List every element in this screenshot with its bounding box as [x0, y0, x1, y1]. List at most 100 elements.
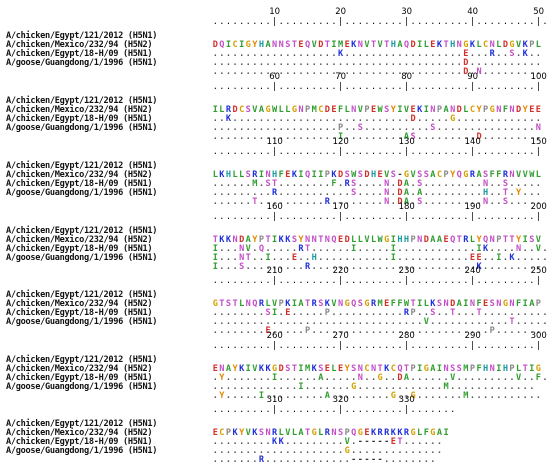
strain-label: A/chicken/Egypt/18-H/09 (H5N1): [6, 114, 153, 124]
position-number: 160: [266, 202, 283, 212]
position-number: 210: [266, 266, 283, 276]
position-number: 300: [530, 331, 547, 341]
sequence-row: A/chicken/Egypt/18-H/09 (H5N1)..........…: [0, 374, 550, 392]
sequence-text: ........SI.E.....P...........RP..S..T...…: [212, 308, 548, 318]
sequence-text: DQICIGYHANNSTEQVDTIMEKNVTVTHAQDILEKTHNGK…: [212, 40, 541, 50]
sequence-text: ....................G..............: [212, 446, 443, 456]
strain-label: A/chicken/Mexico/232/94 (H5N2): [6, 105, 153, 115]
position-number: 330: [398, 395, 415, 405]
strain-label: A/chicken/Mexico/232/94 (H5N2): [6, 364, 153, 374]
position-number: 270: [332, 331, 349, 341]
sequence-row: A/goose/Guangdong/1/1996 (H5N1).........…: [0, 58, 550, 77]
position-number: 50: [533, 7, 545, 17]
strain-label: A/chicken/Egypt/18-H/09 (H5N1): [6, 49, 153, 59]
sequence-text: I...S.........R.........................…: [212, 262, 541, 272]
strain-label: A/chicken/Egypt/18-H/09 (H5N1): [6, 437, 153, 447]
sequence-row: A/chicken/Mexico/232/94 (H5N2) ......M.ST…: [0, 170, 550, 189]
position-number: 170: [332, 202, 349, 212]
position-ticks: 260 270 280 290 300: [212, 331, 547, 341]
sequence-text: ................................V.......…: [212, 317, 550, 327]
position-ticks: 310 320 330: [212, 395, 542, 405]
strain-label: A/chicken/Egypt/121/2012 (H5N1): [6, 31, 158, 41]
sequence-text: ......M.ST........F.RS....N.DA.S........…: [212, 179, 541, 189]
sequence-text: .............I.......G.............M....…: [212, 382, 535, 392]
sequence-text: .Y.....I.........A.........G..G.......M.…: [212, 391, 541, 401]
sequence-row: A/chicken/Egypt/18-H/09 (H5N1) .........R…: [0, 179, 550, 198]
position-number: 220: [332, 266, 349, 276]
sequence-row: A/chicken/Egypt/18-H/09 (H5N1)..........…: [0, 49, 550, 68]
sequence-row: A/chicken/Egypt/18-H/09 (H5N1) I...NT..I.…: [0, 244, 550, 263]
sequence-text: ..K...........................D.....G...…: [212, 114, 541, 124]
strain-label: A/goose/Guangdong/1/1996 (H5N1): [6, 253, 158, 263]
position-number: 180: [398, 202, 415, 212]
position-number: 60: [269, 72, 281, 82]
strain-label: A/chicken/Mexico/232/94 (H5N2): [6, 299, 153, 309]
sequence-row: A/chicken/Egypt/18-H/09 (H5N1)..........…: [0, 437, 550, 456]
alignment-block: 60 70 80 90 100 .........|.........|.........…: [0, 72, 550, 142]
ruler-line: .........|.........|.........|.......: [212, 405, 456, 415]
position-number: 90: [467, 72, 479, 82]
position-number: 190: [464, 202, 481, 212]
sequence-text: ECPKYVKSNRLVLATGLRNSPQGEKRRKKRGLFGAI: [212, 428, 449, 438]
sequence-row: A/goose/Guangdong/1/1996 (H5N1).........…: [0, 123, 550, 142]
position-number: 310: [266, 395, 283, 405]
alignment-block: 260 270 280 290 300 .........|.........|.....…: [0, 331, 550, 401]
sequence-row: A/chicken/Mexico/232/94 (H5N2) ........SI…: [0, 299, 550, 318]
sequence-text: GTSTLNQRLVPKIATRSKVNGQSGRMEFFWTILKSNDAIN…: [212, 299, 541, 309]
ruler-line: .........|.........|.........|.........|…: [212, 17, 550, 27]
sequence-row: A/chicken/Egypt/121/2012 (H5N1) GTSTLNQRL…: [0, 291, 550, 309]
position-number: 320: [332, 395, 349, 405]
ruler-line: .........|.........|.........|.........|…: [212, 341, 541, 351]
strain-label: A/chicken/Egypt/121/2012 (H5N1): [6, 161, 158, 171]
strain-label: A/goose/Guangdong/1/1996 (H5N1): [6, 58, 158, 68]
position-ticks: 210 220 230 240 250: [212, 266, 547, 276]
strain-label: A/chicken/Egypt/18-H/09 (H5N1): [6, 244, 153, 254]
position-number: 100: [530, 72, 547, 82]
strain-label: A/chicken/Egypt/121/2012 (H5N1): [6, 96, 158, 106]
strain-label: A/chicken/Egypt/121/2012 (H5N1): [6, 419, 158, 429]
position-number: 30: [401, 7, 413, 17]
sequence-row: A/goose/Guangdong/1/1996 (H5N1) ......T..…: [0, 188, 550, 207]
strain-label: A/chicken/Egypt/121/2012 (H5N1): [6, 226, 158, 236]
position-ticks: 60 70 80 90 100: [212, 72, 547, 82]
sequence-text: ........E.....P.........................…: [212, 326, 541, 336]
sequence-text: ...................K..................E.…: [212, 49, 541, 59]
sequence-row: A/chicken/Mexico/232/94 (H5N2) I...NV.Q..…: [0, 235, 550, 254]
sequence-row: A/goose/Guangdong/1/1996 (H5N1) ........E…: [0, 318, 550, 336]
sequence-row: A/chicken/Egypt/121/2012 (H5N1) ENAYKIVKK…: [0, 356, 550, 374]
sequence-row: A/chicken/Mexico/232/94 (H5N2)..........…: [0, 41, 550, 59]
strain-label: A/chicken/Mexico/232/94 (H5N2): [6, 235, 153, 245]
sequence-text: .Y.......I......A.....N..G..DA......V...…: [212, 373, 550, 383]
alignment-block: 310 320 330 .........|.........|.........|.…: [0, 395, 550, 465]
sequence-text: ...................I.........AS.........…: [212, 132, 541, 142]
strain-label: A/goose/Guangdong/1/1996 (H5N1): [6, 188, 158, 198]
position-number: 20: [335, 7, 347, 17]
strain-label: A/chicken/Egypt/18-H/09 (H5N1): [6, 308, 153, 318]
sequence-text: .........KK.........V.-----ET......: [212, 437, 443, 447]
position-number: 290: [464, 331, 481, 341]
position-ticks: 110 120 130 140 150: [212, 137, 547, 147]
alignment-block: 10 20 30 40 50 .........|.........|.........|…: [0, 7, 550, 77]
sequence-row: A/chicken/Mexico/232/94 (H5N2) ..K.......…: [0, 105, 550, 124]
alignment-block: 210 220 230 240 250 .........|.........|.....…: [0, 266, 550, 336]
sequence-text: .........R...........S....N.DA.A........…: [212, 188, 541, 198]
sequence-row: A/chicken/Egypt/121/2012 (H5N1) DQICIGYHA…: [0, 31, 550, 50]
sequence-row: A/goose/Guangdong/1/1996 (H5N1) .Y.....I.…: [0, 383, 550, 401]
sequence-text: ......................................D.…: [212, 58, 541, 68]
position-ticks: 10 20 30 40 50: [212, 7, 545, 17]
sequence-row: A/chicken/Mexico/232/94 (H5N2) .........K…: [0, 429, 550, 447]
sequence-row: A/chicken/Egypt/18-H/09 (H5N1)..........…: [0, 308, 550, 327]
position-number: 110: [266, 137, 283, 147]
strain-label: A/chicken/Mexico/232/94 (H5N2): [6, 170, 153, 180]
position-number: 140: [464, 137, 481, 147]
sequence-row: A/chicken/Egypt/18-H/09 (H5N1)..........…: [0, 114, 550, 133]
ruler-line: .........|.........|.........|.........|…: [212, 147, 541, 157]
sequence-row: A/goose/Guangdong/1/1996 (H5N1) .......R.…: [0, 447, 550, 465]
ruler-line: .........|.........|.........|.........|…: [212, 212, 541, 222]
strain-label: A/chicken/Egypt/18-H/09 (H5N1): [6, 179, 153, 189]
position-number: 120: [332, 137, 349, 147]
position-number: 80: [401, 72, 413, 82]
strain-label: A/goose/Guangdong/1/1996 (H5N1): [6, 123, 158, 133]
sequence-row: A/chicken/Mexico/232/94 (H5N2) .Y.......I…: [0, 364, 550, 383]
sequence-row: A/chicken/Egypt/121/2012 (H5N1) ECPKYVKSN…: [0, 419, 550, 438]
